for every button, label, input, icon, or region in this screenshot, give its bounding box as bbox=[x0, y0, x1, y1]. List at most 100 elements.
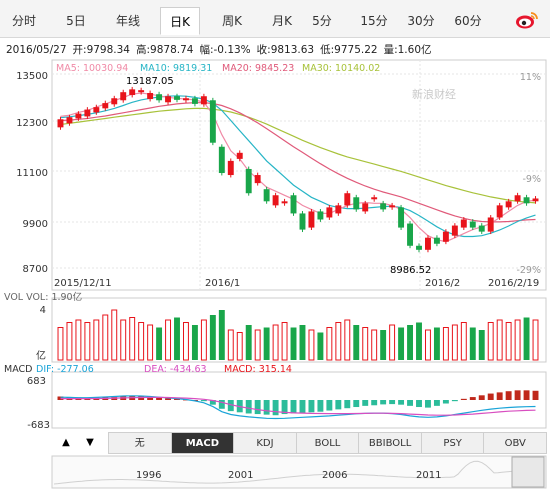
candle-body bbox=[227, 160, 234, 176]
macd-bar bbox=[326, 400, 333, 411]
scroll-left-arrow[interactable]: ▲ bbox=[62, 437, 70, 448]
tab-yearline[interactable]: 年线 bbox=[115, 14, 140, 28]
tab-daily-k[interactable]: 日K bbox=[160, 7, 200, 35]
macd-bar bbox=[433, 400, 440, 406]
scroll-right-arrow[interactable]: ▼ bbox=[86, 437, 94, 448]
candle-body bbox=[299, 213, 306, 230]
candle bbox=[416, 243, 422, 253]
volume-bar bbox=[344, 319, 351, 361]
candle-body bbox=[165, 96, 171, 103]
macd-bar bbox=[442, 400, 449, 404]
candle bbox=[523, 194, 530, 206]
indicator-none[interactable]: 无 bbox=[108, 432, 172, 454]
candle-body bbox=[398, 207, 405, 228]
quote-info-line: 2016/05/27 开:9798.34 高:9878.74 幅:-0.13% 收:98… bbox=[6, 42, 438, 57]
macd-bar bbox=[236, 400, 243, 413]
candle-body bbox=[344, 193, 351, 206]
candle-body bbox=[425, 237, 431, 250]
dea-line bbox=[60, 396, 536, 416]
ytick-12300: 12300 bbox=[16, 118, 48, 129]
candle bbox=[487, 215, 494, 235]
volume-bar bbox=[245, 325, 252, 360]
macd-bar bbox=[290, 400, 297, 414]
candle bbox=[129, 86, 136, 98]
candle-body bbox=[200, 96, 207, 105]
weibo-share-icon[interactable] bbox=[514, 10, 540, 30]
candle-body bbox=[362, 203, 369, 212]
candle bbox=[66, 114, 73, 126]
macd-bar bbox=[478, 395, 485, 400]
macd-bars bbox=[57, 390, 539, 416]
macd-bar bbox=[362, 400, 369, 406]
candle bbox=[532, 196, 539, 204]
candle bbox=[120, 89, 127, 103]
tab-5day[interactable]: 5日 bbox=[66, 14, 86, 28]
volume-bar bbox=[335, 322, 342, 361]
ma10-line bbox=[60, 95, 536, 238]
macd-bar bbox=[460, 398, 467, 400]
candle bbox=[460, 217, 467, 231]
macd-bar bbox=[389, 400, 396, 405]
indicator-kdj[interactable]: KDJ bbox=[233, 432, 297, 454]
ma30-line bbox=[60, 107, 536, 204]
candle bbox=[353, 194, 360, 212]
indicator-macd[interactable]: MACD bbox=[170, 432, 235, 454]
macd-bar bbox=[371, 400, 378, 406]
overview-year-1996: 1996 bbox=[136, 470, 161, 481]
candle bbox=[174, 93, 180, 103]
indicator-psy[interactable]: PSY bbox=[420, 432, 485, 454]
macd-bar bbox=[487, 393, 494, 400]
macd-bar bbox=[75, 397, 82, 400]
volume-legend: VOL VOL: 1.90亿 bbox=[4, 291, 82, 303]
volume-bar bbox=[227, 329, 234, 361]
legend-ma30: MA30: 10140.02 bbox=[302, 63, 380, 74]
candle-body bbox=[236, 152, 243, 159]
overview-selection[interactable] bbox=[511, 456, 545, 488]
volume-bar bbox=[317, 332, 324, 360]
candle-body bbox=[254, 175, 261, 184]
macd-bar bbox=[102, 397, 109, 400]
candle-body bbox=[138, 90, 145, 93]
tab-15min[interactable]: 15分 bbox=[360, 14, 388, 28]
macd-bar bbox=[532, 390, 539, 400]
volume-bar bbox=[326, 327, 333, 361]
candle-body bbox=[245, 168, 252, 194]
tab-60min[interactable]: 60分 bbox=[454, 14, 482, 28]
candle bbox=[290, 192, 297, 216]
volume-bar bbox=[425, 329, 431, 361]
quote-change: 幅:-0.13% bbox=[199, 44, 251, 56]
volume-bars bbox=[57, 309, 539, 361]
tab-fenshi[interactable]: 分时 bbox=[11, 14, 36, 28]
macd-bar bbox=[344, 400, 351, 409]
indicator-obv[interactable]: OBV bbox=[483, 432, 548, 454]
candle-body bbox=[496, 205, 503, 218]
indicator-bbiboll[interactable]: BBIBOLL bbox=[358, 432, 422, 454]
tab-weekly-k[interactable]: 周K bbox=[222, 14, 242, 28]
quote-volume: 量:1.60亿 bbox=[383, 44, 432, 56]
tab-monthly-k[interactable]: 月K bbox=[272, 14, 292, 28]
xtick-2: 2016/1 bbox=[205, 278, 240, 289]
vol-tick-4: 4 bbox=[40, 305, 46, 316]
tab-5min[interactable]: 5分 bbox=[312, 14, 332, 28]
volume-bar bbox=[469, 327, 476, 360]
candle bbox=[389, 202, 396, 210]
vol-tick-unit: 亿 bbox=[36, 349, 46, 362]
candle bbox=[362, 200, 369, 214]
candle bbox=[425, 235, 431, 253]
candle-body bbox=[218, 146, 225, 174]
candle bbox=[218, 144, 225, 176]
pct-tick-top: 11% bbox=[520, 72, 541, 83]
tab-30min[interactable]: 30分 bbox=[407, 14, 435, 28]
macd-bar bbox=[380, 400, 387, 405]
quote-close: 收:9813.63 bbox=[256, 44, 315, 56]
candle-body bbox=[102, 103, 109, 109]
indicator-boll[interactable]: BOLL bbox=[295, 432, 360, 454]
macd-bar bbox=[93, 397, 100, 400]
macd-bar bbox=[191, 400, 198, 401]
candle-body bbox=[487, 217, 494, 232]
volume-bar bbox=[174, 317, 180, 360]
pct-tick-mid: -9% bbox=[523, 174, 542, 185]
macd-tick-bottom: -683 bbox=[27, 420, 50, 431]
macd-bar bbox=[183, 399, 189, 401]
ma-lines bbox=[60, 92, 536, 243]
